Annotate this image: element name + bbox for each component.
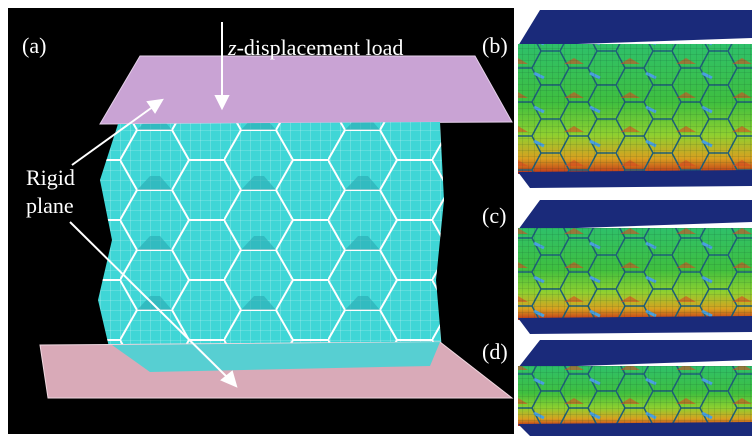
top-rigid-plane — [100, 56, 512, 124]
load-variable: z — [227, 35, 237, 60]
top-plane — [518, 340, 752, 368]
panel-label: (a) — [22, 33, 46, 58]
bottom-plane — [518, 170, 752, 188]
bottom-plane — [518, 422, 752, 436]
panel-d-image — [518, 340, 752, 436]
top-plane — [518, 10, 752, 46]
deformed-mesh — [518, 228, 752, 320]
panel-b-image — [518, 10, 752, 188]
deformed-mesh — [518, 366, 752, 426]
panel-label: (b) — [482, 33, 508, 58]
top-plane — [518, 200, 752, 230]
figure: (a) z-displacement load Rigid plane (b) … — [0, 0, 754, 441]
page: {"panel_a": {"label": "(a)", "load_label… — [0, 0, 754, 441]
rigid-plane-label: plane — [26, 193, 74, 218]
honeycomb-cells — [98, 122, 444, 372]
deformed-mesh — [518, 44, 752, 174]
load-label: z-displacement load — [227, 35, 403, 60]
panel-c-image — [518, 200, 752, 334]
panel-label: (c) — [482, 203, 506, 228]
panel-label: (d) — [482, 339, 508, 364]
rigid-plane-label: Rigid — [26, 165, 75, 190]
bottom-plane — [518, 316, 752, 334]
load-text: -displacement load — [237, 35, 404, 60]
